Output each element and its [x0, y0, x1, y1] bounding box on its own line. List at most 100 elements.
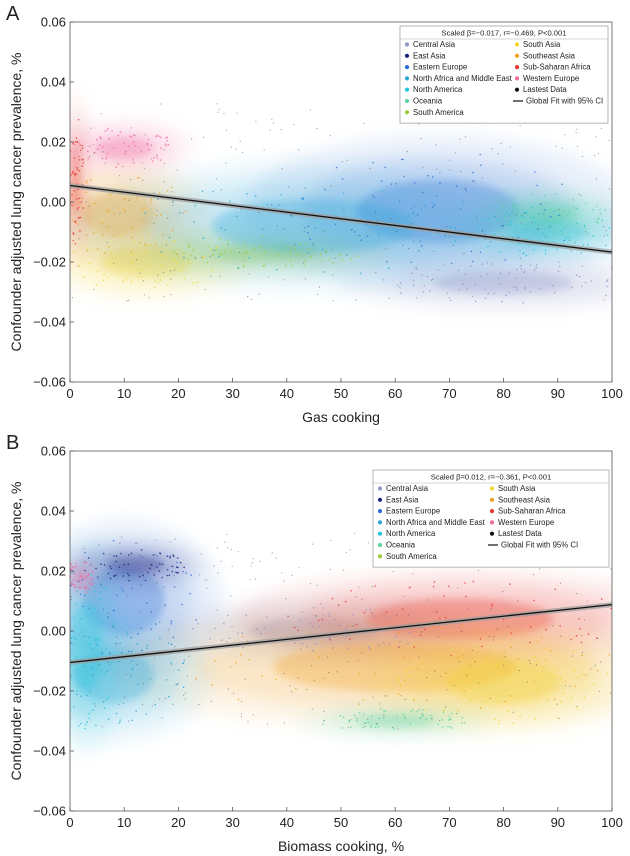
data-point	[404, 679, 406, 682]
data-point	[170, 620, 173, 623]
latest-data-point	[472, 180, 474, 182]
data-point	[291, 246, 294, 248]
data-point	[443, 595, 445, 597]
data-point	[254, 195, 257, 197]
data-point	[557, 221, 559, 223]
latest-data-point	[600, 127, 603, 130]
data-point	[311, 649, 314, 652]
latest-data-point	[188, 655, 190, 657]
latest-data-point	[104, 162, 106, 164]
latest-data-point	[135, 542, 137, 544]
data-point	[547, 699, 549, 702]
latest-data-point	[88, 205, 90, 207]
data-point	[84, 562, 86, 564]
data-point	[494, 233, 496, 236]
data-point	[462, 654, 465, 657]
data-point	[352, 614, 355, 616]
data-point	[90, 573, 92, 576]
data-point	[358, 672, 360, 675]
data-point	[130, 660, 133, 663]
data-point	[555, 668, 558, 671]
data-point	[146, 647, 148, 649]
data-point	[338, 254, 341, 256]
data-point	[84, 723, 87, 726]
data-point	[82, 605, 85, 608]
latest-data-point	[493, 292, 495, 295]
data-point	[497, 664, 499, 667]
latest-data-point	[581, 155, 584, 158]
data-point	[544, 252, 547, 255]
legend-swatch	[514, 76, 520, 81]
data-point	[109, 652, 111, 655]
data-point	[382, 279, 385, 281]
data-point	[259, 246, 261, 248]
data-point	[410, 261, 412, 264]
data-point	[74, 243, 77, 245]
latest-data-point	[576, 592, 578, 595]
latest-data-point	[163, 163, 165, 165]
data-point	[519, 218, 522, 220]
data-point	[542, 233, 544, 235]
data-point	[95, 643, 98, 645]
latest-data-point	[500, 142, 502, 144]
data-point	[192, 627, 194, 630]
data-point	[100, 137, 102, 140]
latest-data-point	[288, 186, 290, 188]
data-point	[580, 252, 582, 254]
latest-data-point	[595, 136, 597, 138]
data-point	[497, 700, 499, 703]
legend-swatch	[377, 520, 383, 525]
latest-data-point	[289, 685, 291, 687]
data-point	[75, 591, 78, 593]
data-point	[556, 248, 558, 250]
latest-data-point	[436, 195, 438, 197]
data-point	[127, 572, 129, 575]
data-point	[321, 248, 324, 251]
data-point	[498, 719, 500, 721]
latest-data-point	[119, 642, 121, 645]
data-point	[177, 566, 179, 569]
data-point	[367, 646, 370, 649]
legend-swatch	[377, 531, 383, 536]
data-point	[568, 236, 571, 238]
latest-data-point	[113, 262, 115, 264]
latest-data-point	[240, 716, 242, 718]
data-point	[422, 715, 424, 718]
data-point	[170, 622, 172, 625]
data-point	[536, 184, 538, 187]
latest-data-point	[597, 637, 599, 640]
y-tick-label: −0.06	[33, 804, 66, 819]
data-point	[79, 587, 81, 589]
x-tick-label: 0	[66, 386, 73, 401]
data-point	[350, 726, 352, 729]
latest-data-point	[306, 688, 308, 691]
data-point	[563, 228, 566, 231]
latest-data-point	[602, 226, 605, 228]
data-point	[59, 608, 61, 610]
data-point	[68, 591, 70, 593]
data-point	[108, 137, 110, 140]
data-point	[160, 251, 163, 253]
data-point	[159, 279, 161, 281]
data-point	[160, 136, 162, 139]
data-point	[484, 700, 487, 703]
latest-data-point	[396, 231, 398, 233]
data-point	[520, 264, 522, 267]
data-point	[101, 585, 103, 588]
data-point	[123, 141, 125, 144]
latest-data-point	[376, 723, 378, 725]
latest-data-point	[240, 208, 242, 210]
data-point	[412, 211, 415, 213]
data-point	[81, 144, 84, 147]
data-point	[167, 642, 170, 644]
data-point	[84, 576, 87, 579]
data-point	[449, 681, 452, 683]
data-point	[170, 662, 172, 664]
legend-title: Scaled β=0.012, r=−0.361, P<0.001	[431, 473, 551, 482]
data-point	[497, 277, 500, 279]
data-point	[209, 638, 211, 640]
latest-data-point	[418, 656, 420, 658]
data-point	[102, 552, 105, 555]
data-point	[422, 709, 424, 711]
latest-data-point	[581, 635, 583, 637]
